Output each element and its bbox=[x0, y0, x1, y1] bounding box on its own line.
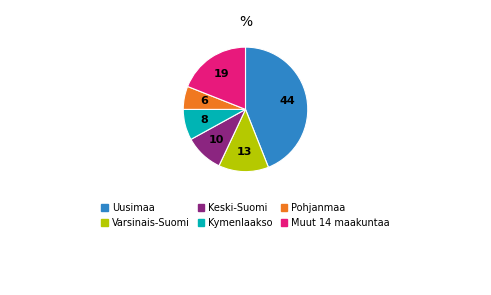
Text: 10: 10 bbox=[209, 135, 224, 145]
Text: 44: 44 bbox=[279, 96, 295, 106]
Wedge shape bbox=[219, 109, 269, 172]
Wedge shape bbox=[188, 47, 246, 109]
Text: 6: 6 bbox=[200, 96, 208, 106]
Wedge shape bbox=[183, 86, 246, 109]
Text: 19: 19 bbox=[214, 69, 229, 79]
Wedge shape bbox=[191, 109, 246, 166]
Wedge shape bbox=[183, 109, 246, 139]
Text: 13: 13 bbox=[237, 147, 252, 157]
Wedge shape bbox=[246, 47, 308, 167]
Legend: Uusimaa, Varsinais-Suomi, Keski-Suomi, Kymenlaakso, Pohjanmaa, Muut 14 maakuntaa: Uusimaa, Varsinais-Suomi, Keski-Suomi, K… bbox=[96, 198, 395, 233]
Title: %: % bbox=[239, 15, 252, 29]
Text: 8: 8 bbox=[201, 115, 208, 125]
